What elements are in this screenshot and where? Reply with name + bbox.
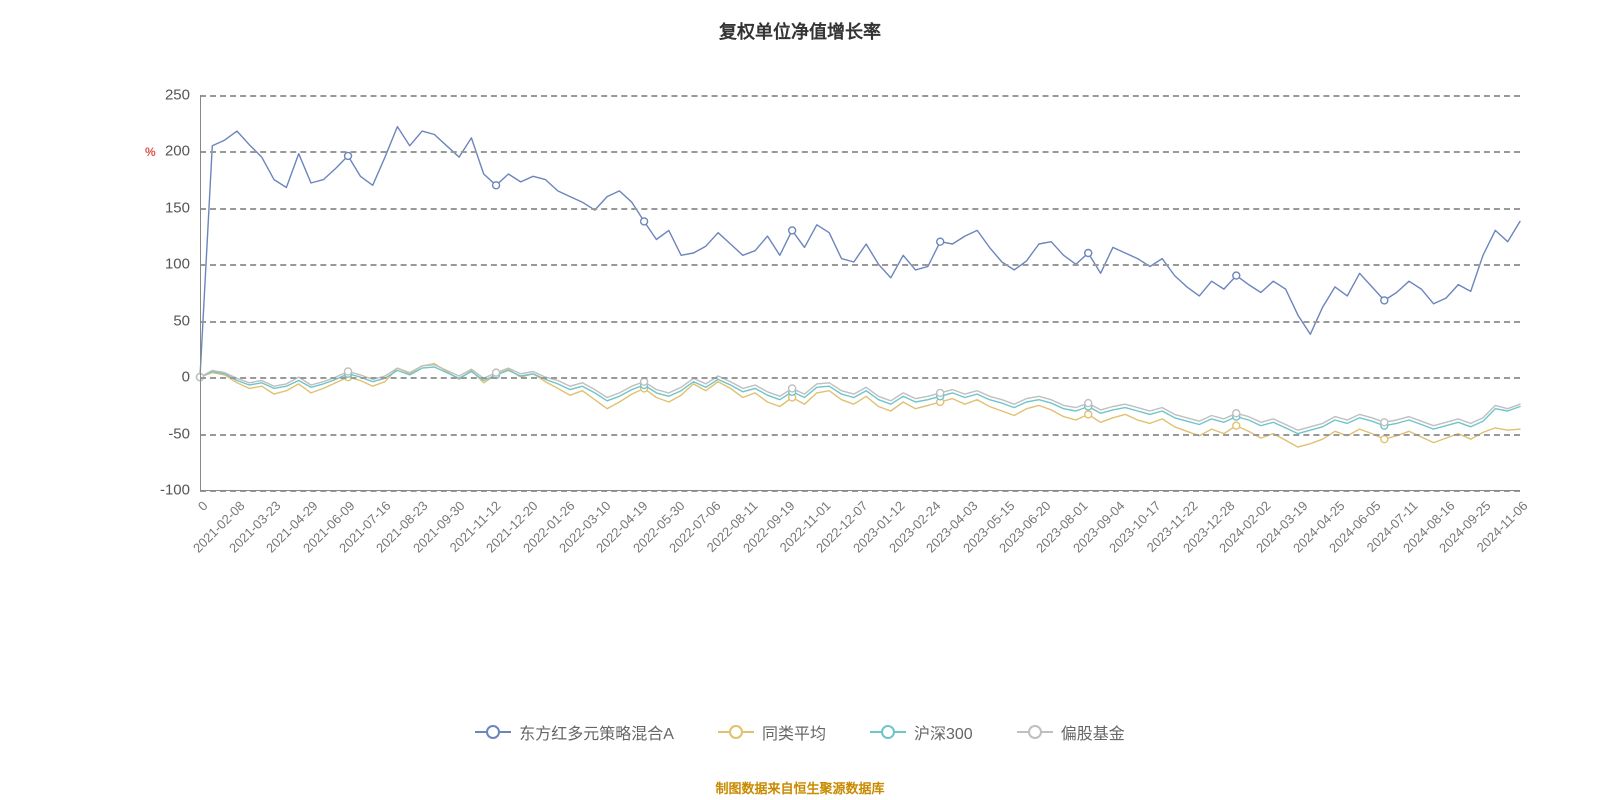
legend-label: 同类平均 [762,720,826,744]
series-marker [789,227,796,234]
series-marker [1233,410,1240,417]
series-marker [937,238,944,245]
series-marker [789,385,796,392]
y-tick-label: -100 [160,482,200,499]
series-line [200,127,1520,378]
plot-area: -100-5005010015020025002021-02-082021-03… [200,95,1520,490]
gridline [200,321,1520,323]
y-tick-label: 100 [165,256,200,273]
legend-label: 偏股基金 [1061,720,1125,744]
y-tick-label: 50 [173,312,200,329]
legend-marker-icon [718,724,754,740]
y-axis-unit: % [145,145,156,159]
chart-title: 复权单位净值增长率 [0,18,1600,44]
y-tick-label: 0 [182,369,200,386]
legend-marker-icon [870,724,906,740]
y-tick-label: -50 [168,425,200,442]
series-marker [1233,272,1240,279]
series-marker [1381,297,1388,304]
series-marker [345,368,352,375]
y-tick-label: 200 [165,143,200,160]
gridline [200,377,1520,379]
gridline [200,208,1520,210]
series-marker [493,182,500,189]
data-source-caption: 制图数据来自恒生聚源数据库 [0,778,1600,797]
legend: 东方红多元策略混合A 同类平均 沪深300 偏股基金 [0,720,1600,745]
y-tick-label: 150 [165,199,200,216]
legend-marker-icon [1017,724,1053,740]
legend-item: 沪深300 [870,720,973,744]
series-line [200,365,1520,431]
series-marker [493,369,500,376]
series-marker [641,378,648,385]
series-marker [1233,422,1240,429]
legend-item: 偏股基金 [1017,720,1125,744]
legend-item: 东方红多元策略混合A [475,720,674,744]
x-tick-label: 0 [195,498,211,514]
legend-item: 同类平均 [718,720,826,744]
gridline [200,434,1520,436]
series-marker [1381,436,1388,443]
legend-label: 东方红多元策略混合A [519,720,674,744]
y-tick-label: 250 [165,87,200,104]
series-marker [641,218,648,225]
series-marker [1085,411,1092,418]
series-marker [1381,419,1388,426]
series-marker [937,389,944,396]
gridline [200,264,1520,266]
legend-marker-icon [475,724,511,740]
series-marker [1085,250,1092,257]
legend-label: 沪深300 [914,720,973,744]
series-marker [345,152,352,159]
gridline [200,151,1520,153]
gridline [200,95,1520,97]
series-marker [1085,400,1092,407]
